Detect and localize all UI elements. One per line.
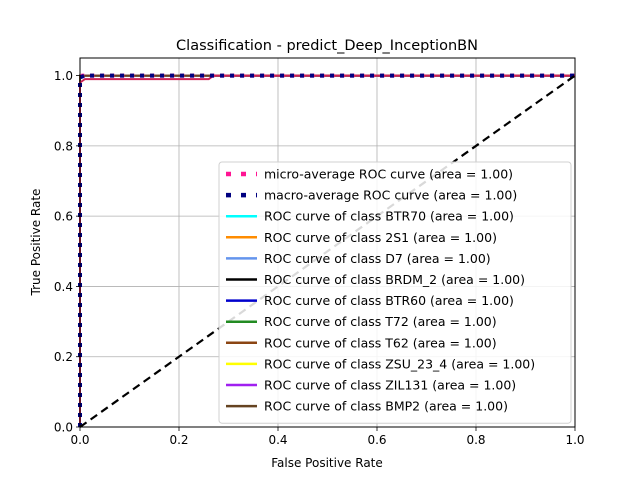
legend-entry: ROC curve of class D7 (area = 1.00)	[226, 251, 491, 266]
y-tick-label: 0.0	[54, 421, 73, 435]
legend-entry: ROC curve of class BRDM_2 (area = 1.00)	[226, 272, 525, 287]
legend-label: micro-average ROC curve (area = 1.00)	[264, 167, 513, 182]
legend-entry: ROC curve of class BTR60 (area = 1.00)	[226, 293, 514, 308]
legend-entry: ROC curve of class T62 (area = 1.00)	[226, 335, 497, 350]
y-axis-ticks: 0.0 0.2 0.4 0.6 0.8 1.0	[54, 69, 80, 435]
legend-label: macro-average ROC curve (area = 1.00)	[264, 188, 517, 203]
series-line-macro-average-roc-curve-area-1-00	[78, 73, 575, 427]
x-tick-label: 0.8	[466, 433, 485, 447]
legend-label: ROC curve of class BMP2 (area = 1.00)	[264, 399, 508, 414]
x-tick-label: 1.0	[565, 433, 584, 447]
y-tick-label: 0.6	[54, 210, 73, 224]
y-axis-label: True Positive Rate	[29, 189, 43, 297]
legend-label: ROC curve of class BTR60 (area = 1.00)	[264, 293, 514, 308]
legend: micro-average ROC curve (area = 1.00) mac…	[218, 161, 572, 424]
legend-label: ROC curve of class ZSU_23_4 (area = 1.00…	[264, 356, 535, 371]
y-tick-label: 1.0	[54, 69, 73, 83]
legend-label: ROC curve of class T72 (area = 1.00)	[264, 314, 497, 329]
legend-label: ROC curve of class BTR70 (area = 1.00)	[264, 209, 514, 224]
legend-label: ROC curve of class 2S1 (area = 1.00)	[264, 230, 497, 245]
x-tick-label: 0.6	[367, 433, 386, 447]
y-tick-label: 0.4	[54, 280, 73, 294]
chart-title: Classification - predict_Deep_InceptionB…	[176, 38, 478, 54]
plot-frame	[79, 57, 576, 428]
legend-entry: ROC curve of class T72 (area = 1.00)	[226, 314, 497, 329]
legend-entry: ROC curve of class BTR70 (area = 1.00)	[226, 209, 514, 224]
legend-label: ROC curve of class T62 (area = 1.00)	[264, 335, 497, 350]
legend-entry: macro-average ROC curve (area = 1.00)	[226, 188, 517, 203]
legend-label: ROC curve of class BRDM_2 (area = 1.00)	[264, 272, 525, 287]
legend-entry: ROC curve of class 2S1 (area = 1.00)	[226, 230, 497, 245]
y-tick-label: 0.8	[54, 139, 73, 153]
legend-box	[218, 161, 572, 424]
y-tick-label: 0.2	[54, 350, 73, 364]
x-axis-label: False Positive Rate	[271, 456, 383, 470]
x-tick-label: 0.4	[268, 433, 287, 447]
legend-entry: ROC curve of class BMP2 (area = 1.00)	[226, 399, 508, 414]
legend-entry: micro-average ROC curve (area = 1.00)	[226, 167, 513, 182]
legend-label: ROC curve of class D7 (area = 1.00)	[264, 251, 491, 266]
legend-label: ROC curve of class ZIL131 (area = 1.00)	[264, 378, 516, 393]
legend-entry: ROC curve of class ZIL131 (area = 1.00)	[226, 378, 516, 393]
x-axis-ticks: 0.0 0.2 0.4 0.6 0.8 1.0	[70, 427, 585, 447]
legend-entry: ROC curve of class ZSU_23_4 (area = 1.00…	[226, 356, 535, 371]
x-tick-label: 0.2	[169, 433, 188, 447]
x-tick-label: 0.0	[70, 433, 89, 447]
